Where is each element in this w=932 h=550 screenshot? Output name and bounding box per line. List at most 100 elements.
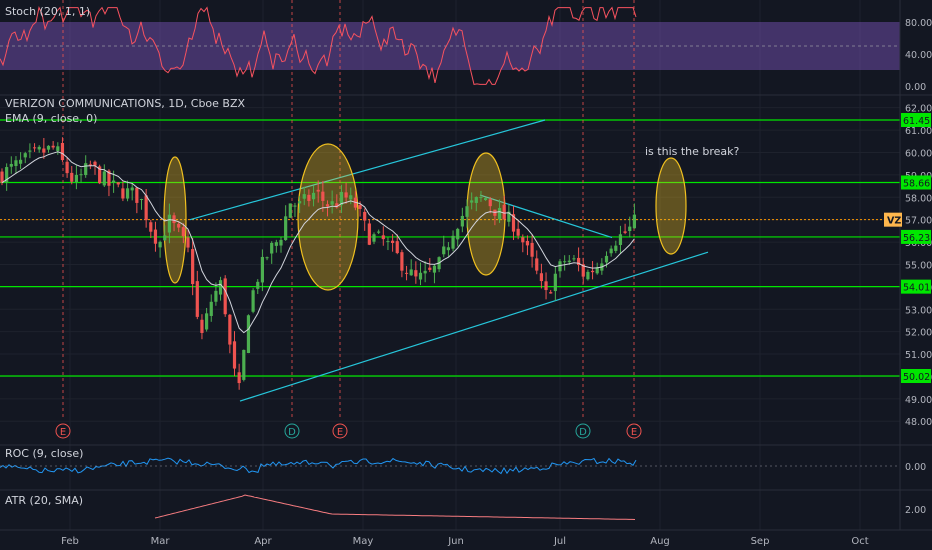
- candle-body: [74, 174, 78, 183]
- candle-body: [270, 242, 274, 254]
- candle-body: [614, 245, 618, 251]
- roc-tick-label: 0.00: [905, 462, 926, 473]
- candle-body: [177, 223, 181, 228]
- roc-pane[interactable]: ROC (9, close): [0, 447, 900, 475]
- candle-body: [470, 200, 474, 203]
- candle-body: [98, 166, 102, 184]
- roc-line: [0, 457, 637, 475]
- earnings-marker: [55, 423, 71, 439]
- stoch-tick-label: 40.00: [905, 50, 932, 61]
- candle-body: [432, 265, 437, 273]
- candle-body: [530, 242, 534, 257]
- price-tick-label: 52.00: [905, 328, 932, 339]
- candle-body: [260, 256, 264, 283]
- candle-body: [623, 231, 627, 233]
- annotation-text: is this the break?: [645, 145, 740, 158]
- candle-body: [381, 235, 385, 240]
- trendline: [239, 251, 709, 402]
- ticker-tag: [884, 212, 902, 227]
- candle-body: [256, 281, 260, 289]
- level-price-label: 61.45: [903, 116, 930, 127]
- candle-body: [563, 261, 567, 263]
- candle-body: [586, 271, 590, 280]
- candle-body: [372, 234, 376, 242]
- price-pane[interactable]: E D E D E VERIZON COMMUNICATIONS, 1D, Cboe B…: [0, 0, 900, 439]
- candle-body: [363, 211, 367, 221]
- pane-separators: [0, 0, 932, 531]
- earnings-marker-label: E: [631, 427, 637, 438]
- candle-body: [577, 257, 581, 266]
- candle-body: [112, 180, 116, 183]
- level-price-label: 58.66: [903, 178, 930, 189]
- candle-body: [572, 258, 576, 260]
- candle-body: [474, 197, 478, 203]
- candle-body: [609, 248, 613, 254]
- candlesticks: [0, 137, 636, 390]
- candle-body: [93, 161, 97, 166]
- candle-body: [497, 208, 502, 220]
- candle-body: [484, 198, 488, 201]
- candle-body: [442, 246, 446, 255]
- candle-body: [288, 203, 292, 218]
- candle-body: [423, 270, 427, 274]
- candle-body: [19, 159, 23, 164]
- time-tick-label: May: [353, 536, 374, 547]
- candle-body: [391, 240, 395, 243]
- candle-body: [167, 214, 171, 233]
- earnings-marker-label: E: [337, 427, 343, 438]
- candle-body: [549, 292, 553, 294]
- atr-pane[interactable]: ATR (20, SMA): [5, 494, 636, 520]
- horizontal-levels: [0, 119, 900, 377]
- candle-body: [539, 273, 543, 282]
- candle-body: [409, 269, 413, 276]
- price-tick-label: 51.00: [905, 350, 932, 361]
- candle-body: [14, 160, 18, 166]
- time-tick-label: Sep: [751, 536, 770, 547]
- candle-body: [544, 281, 548, 291]
- candle-body: [386, 241, 390, 243]
- trendline: [189, 119, 546, 221]
- earnings-marker: [575, 423, 591, 439]
- stoch-line: [0, 6, 637, 85]
- candle-body: [507, 211, 511, 222]
- candle-body: [135, 187, 139, 203]
- candle-body: [358, 205, 362, 209]
- candle-body: [251, 290, 255, 312]
- price-axis[interactable]: 0.0040.0080.0048.0049.0050.0051.0052.005…: [884, 18, 932, 516]
- candle-body: [418, 272, 423, 280]
- candle-body: [595, 267, 599, 274]
- level-price-tag: [901, 279, 931, 294]
- stoch-pane[interactable]: Stoch (20, 1, 1): [0, 5, 900, 85]
- roc-title: ROC (9, close): [5, 447, 83, 460]
- trendlines: [189, 119, 709, 402]
- candle-body: [339, 191, 344, 206]
- candle-body: [42, 148, 46, 153]
- candle-body: [139, 199, 144, 201]
- candle-body: [404, 272, 409, 274]
- candle-body: [88, 164, 92, 166]
- candle-body: [149, 222, 153, 232]
- candle-body: [446, 247, 450, 251]
- candle-body: [153, 229, 158, 244]
- ellipse-highlight: [297, 143, 359, 291]
- price-tick-label: 62.00: [905, 104, 932, 115]
- candle-body: [79, 174, 83, 176]
- ema-line: [1, 151, 635, 334]
- time-axis[interactable]: Feb Mar Apr May Jun Jul Aug Sep Oct: [61, 536, 869, 547]
- candle-body: [181, 227, 185, 237]
- candle-body: [0, 171, 4, 183]
- time-tick-label: Apr: [254, 536, 272, 547]
- candle-body: [535, 258, 539, 271]
- candle-body: [172, 215, 176, 224]
- candle-body: [335, 203, 339, 208]
- candle-body: [567, 260, 571, 263]
- earnings-marker-label: D: [288, 427, 296, 438]
- candle-body: [516, 228, 520, 236]
- candle-body: [144, 195, 148, 221]
- level-price-label: 56.23: [903, 233, 930, 244]
- candle-body: [56, 146, 60, 151]
- time-tick-label: Jul: [553, 536, 566, 547]
- candle-body: [232, 341, 237, 369]
- candle-body: [246, 315, 251, 353]
